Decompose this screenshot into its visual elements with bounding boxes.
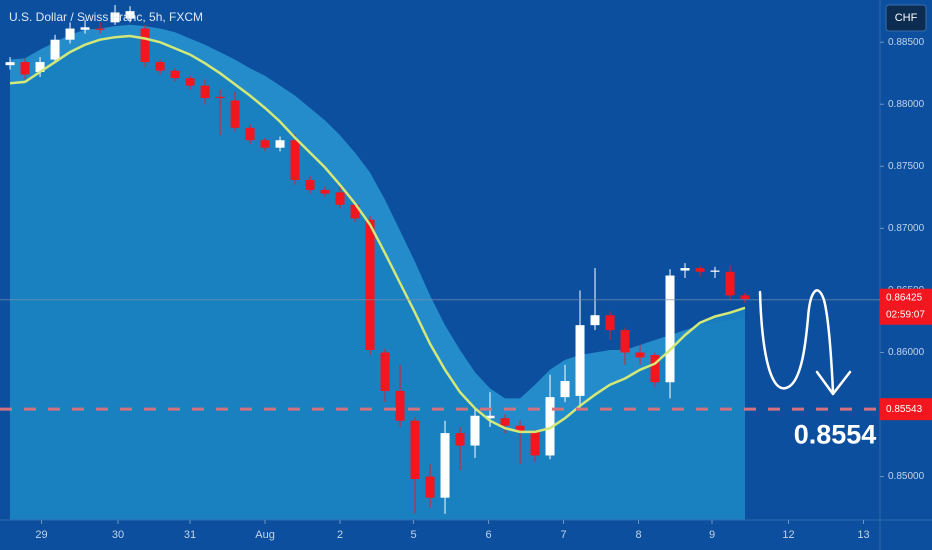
candle-body	[455, 433, 465, 446]
candle-body	[5, 62, 15, 66]
candle-body	[620, 330, 630, 353]
candle-body	[230, 100, 240, 128]
x-tick-label: 29	[35, 529, 47, 541]
annotation-curve	[758, 289, 835, 394]
candle-body	[275, 140, 285, 148]
x-tick-label: 30	[112, 529, 124, 541]
candle-body	[410, 420, 420, 480]
candle-body	[380, 352, 390, 391]
candle-body	[170, 70, 180, 79]
candle-body	[50, 39, 60, 60]
x-tick-label: 6	[485, 529, 491, 541]
candle-body	[665, 275, 675, 383]
last-price-box	[880, 288, 932, 325]
candle-body	[365, 219, 375, 350]
chart-title: U.S. Dollar / Swiss Franc, 5h, FXCM	[9, 10, 203, 24]
y-tick-label: 0.88500	[888, 37, 925, 48]
x-tick-label: 9	[709, 529, 715, 541]
annotation-arrowhead	[815, 370, 852, 396]
candle-body	[680, 268, 690, 271]
countdown-label: 02:59:07	[886, 309, 925, 320]
candle-body	[485, 415, 495, 419]
target-annotation: 0.8554	[794, 419, 877, 449]
currency-button[interactable]	[885, 4, 927, 32]
candle-body	[695, 268, 705, 272]
candle-body	[290, 140, 300, 180]
x-tick-label: 5	[410, 529, 416, 541]
candle-body	[605, 315, 615, 331]
candle-body	[545, 397, 555, 456]
candle-body	[155, 62, 165, 71]
x-tick-label: 13	[857, 529, 869, 541]
y-tick-label: 0.87500	[888, 161, 925, 172]
ma-area	[10, 36, 745, 520]
candle-body	[35, 62, 45, 72]
candle-body	[80, 27, 90, 30]
x-tick-label: Aug	[255, 529, 275, 541]
candle-body	[740, 295, 750, 300]
target-box	[880, 398, 932, 421]
target-label: 0.85543	[886, 404, 923, 415]
x-tick-label: 7	[560, 529, 566, 541]
candle-body	[650, 354, 660, 383]
candle-body	[575, 325, 585, 396]
candle-body	[530, 431, 540, 456]
candle-body	[425, 476, 435, 498]
currency-button-label[interactable]: CHF	[895, 12, 918, 24]
y-tick-label: 0.87000	[888, 223, 925, 234]
candle-body	[395, 390, 405, 421]
candle-body	[95, 28, 105, 30]
candle-body	[245, 127, 255, 141]
candle-body	[305, 179, 315, 190]
candle-body	[65, 28, 75, 40]
candle-body	[710, 270, 720, 272]
candle-body	[500, 418, 510, 426]
y-tick-label: 0.86000	[888, 347, 925, 358]
candle-body	[635, 352, 645, 358]
candle-body	[440, 433, 450, 498]
candle-body	[110, 12, 120, 23]
candle-body	[215, 96, 225, 99]
candle-body	[560, 381, 570, 398]
candle-body	[185, 78, 195, 86]
candle-body	[125, 11, 135, 19]
candle-body	[590, 315, 600, 326]
x-tick-label: 31	[184, 529, 196, 541]
y-tick-label: 0.85000	[888, 471, 925, 482]
x-tick-label: 12	[782, 529, 794, 541]
candle-body	[350, 204, 360, 219]
x-tick-label: 8	[635, 529, 641, 541]
last-price-label: 0.86425	[886, 292, 923, 303]
candle-body	[515, 425, 525, 432]
candle-body	[260, 140, 270, 148]
x-tick-label: 2	[337, 529, 343, 541]
candle-body	[470, 415, 480, 446]
candle-body	[335, 192, 345, 205]
ma-line	[9, 34, 746, 434]
candle-body	[20, 62, 30, 75]
candle-body	[140, 28, 150, 63]
y-tick-label: 0.88000	[888, 99, 925, 110]
candle-body	[725, 271, 735, 296]
candle-body	[200, 85, 210, 99]
candle-body	[320, 189, 330, 194]
